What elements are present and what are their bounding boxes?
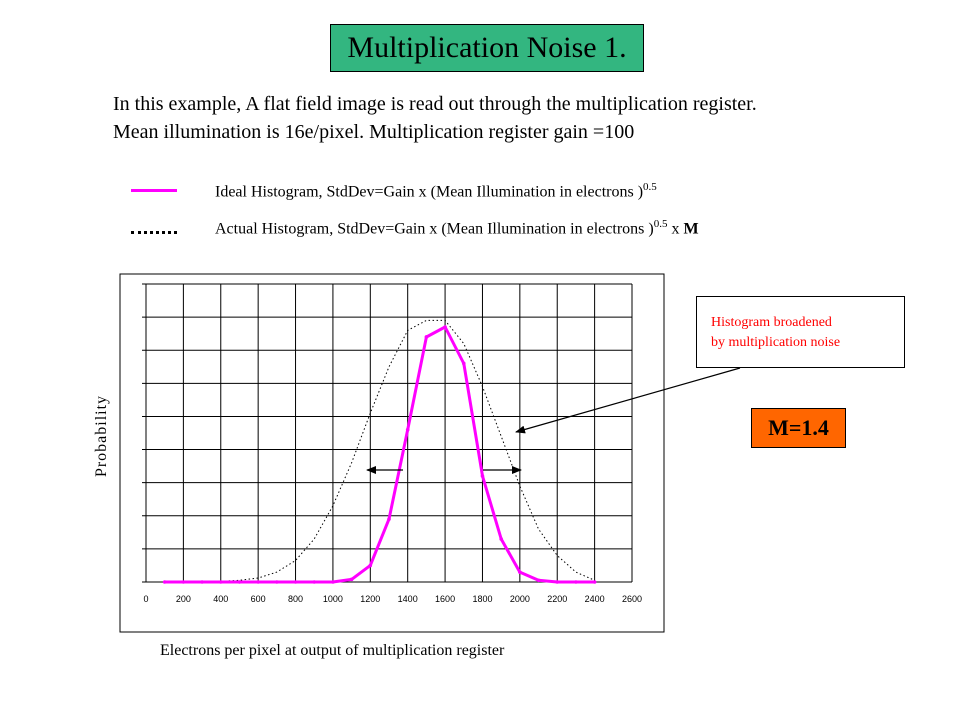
x-tick-label: 1600 (435, 594, 455, 604)
ideal-point (256, 580, 260, 584)
intro-text: In this example, A flat field image is r… (113, 90, 757, 146)
x-tick-label: 200 (176, 594, 191, 604)
ideal-point (480, 474, 485, 478)
x-tick-label: 600 (251, 594, 266, 604)
actual-legend-exponent: 0.5 (653, 218, 668, 230)
ideal-point (162, 580, 167, 584)
ideal-histogram-line (164, 325, 595, 584)
actual-legend-swatch (131, 231, 177, 234)
ideal-point (461, 361, 466, 366)
x-tick-label: 2600 (622, 594, 642, 604)
ideal-point (536, 578, 541, 583)
ideal-point (331, 580, 335, 584)
ideal-point (349, 577, 354, 582)
ideal-legend-text: Ideal Histogram, StdDev=Gain x (Mean Ill… (215, 183, 644, 201)
x-tick-label: 2400 (585, 594, 605, 604)
actual-legend-suffix: x (667, 220, 684, 238)
ideal-point (387, 517, 391, 521)
ideal-point (368, 563, 373, 568)
callout-line-2: by multiplication noise (711, 335, 841, 350)
x-tick-label: 400 (213, 594, 228, 604)
x-tick-labels: 0 200 400 600 800 1000 1200 1400 1600 1800 2000 220… (143, 594, 642, 604)
ideal-point (555, 580, 560, 584)
chart-frame (119, 273, 665, 633)
ideal-point (574, 580, 578, 584)
ideal-point (200, 580, 204, 584)
ideal-point (405, 427, 410, 432)
ideal-point (592, 580, 597, 584)
ideal-point (275, 580, 279, 584)
ideal-legend-swatch (131, 189, 177, 192)
ideal-point (518, 570, 522, 574)
x-tick-label: 1400 (398, 594, 418, 604)
x-tick-label: 1800 (472, 594, 492, 604)
ideal-point (218, 580, 223, 584)
ideal-point (312, 580, 317, 584)
x-tick-label: 0 (143, 594, 148, 604)
chart-series (162, 319, 597, 584)
broadened-callout: Histogram broadened by multiplication no… (696, 296, 905, 368)
x-tick-label: 1000 (323, 594, 343, 604)
slide-title: Multiplication Noise 1. (330, 24, 644, 72)
ideal-legend-exponent: 0.5 (643, 181, 657, 193)
x-tick-label: 2200 (547, 594, 567, 604)
y-axis-label: Probability (93, 394, 110, 478)
callout-pointer-arrow (515, 367, 741, 434)
callout-line-1: Histogram broadened (711, 315, 832, 330)
ideal-point (443, 325, 447, 329)
chart-annotations (366, 367, 741, 474)
ideal-point (499, 537, 503, 541)
m-value-badge: M=1.4 (751, 408, 846, 448)
ideal-point (237, 580, 242, 584)
x-tick-label: 2000 (510, 594, 530, 604)
intro-line-2: Mean illumination is 16e/pixel. Multipli… (113, 121, 635, 143)
ideal-point (293, 580, 298, 584)
actual-legend-label: Actual Histogram, StdDev=Gain x (Mean Il… (215, 218, 699, 238)
chart-grid (142, 283, 633, 583)
actual-legend-text: Actual Histogram, StdDev=Gain x (Mean Il… (215, 220, 654, 238)
ideal-legend-label: Ideal Histogram, StdDev=Gain x (Mean Ill… (215, 181, 657, 201)
ideal-point (181, 580, 186, 584)
x-tick-label: 800 (288, 594, 303, 604)
ideal-point (424, 335, 429, 339)
intro-line-1: In this example, A flat field image is r… (113, 93, 757, 115)
x-axis-label: Electrons per pixel at output of multipl… (160, 642, 505, 659)
x-tick-label: 1200 (360, 594, 380, 604)
actual-legend-m: M (683, 220, 699, 238)
